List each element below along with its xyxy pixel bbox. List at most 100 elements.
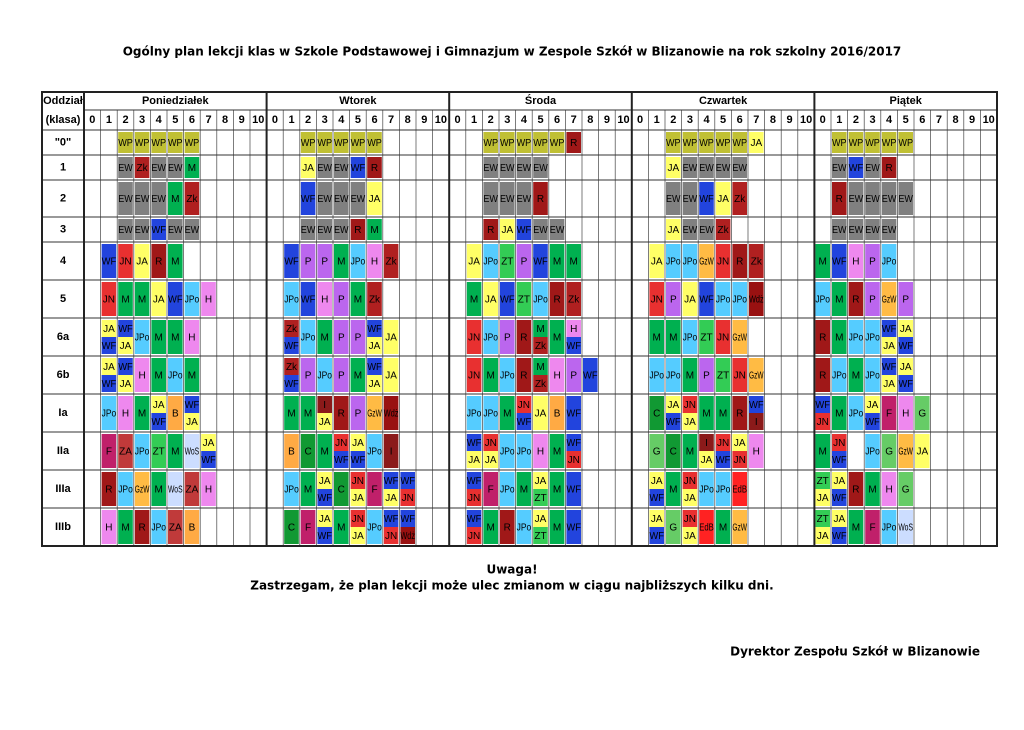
lesson-cell [500, 510, 515, 544]
lesson-cell [898, 182, 913, 215]
period-number: 10 [983, 114, 995, 126]
lesson-cell [500, 132, 515, 153]
lesson-cell [516, 244, 532, 278]
lesson-code: JPo [118, 485, 133, 496]
lesson-code: JA [120, 379, 132, 390]
lesson-cell [466, 472, 482, 489]
lesson-cell [367, 282, 382, 316]
lesson-cell [317, 472, 332, 489]
lesson-cell [715, 434, 731, 451]
lesson-code: WP [367, 138, 382, 149]
lesson-code: ZT [501, 257, 513, 268]
lesson-cell [300, 132, 316, 153]
lesson-code: M [669, 333, 677, 344]
lesson-cell [350, 451, 366, 468]
lesson-code: H [122, 409, 129, 420]
lesson-code: WF [102, 379, 117, 390]
lesson-code: EW [882, 225, 897, 236]
lesson-cell [500, 282, 515, 316]
lesson-code: GzW [749, 371, 764, 382]
lesson-code: H [371, 257, 378, 268]
lesson-cell [350, 320, 366, 354]
lesson-cell [168, 157, 183, 178]
lesson-cell [383, 320, 399, 354]
lesson-cell [898, 132, 913, 153]
lesson-cell [367, 337, 382, 354]
lesson-code: WP [732, 138, 747, 149]
lesson-cell [848, 244, 864, 278]
lesson-code: WF [284, 379, 299, 390]
lesson-code: EW [666, 194, 681, 205]
note: Uwaga! [486, 563, 537, 577]
lesson-cell [151, 282, 166, 316]
period-number: 3 [139, 114, 145, 126]
lesson-code: WP [716, 138, 731, 149]
lesson-cell [300, 157, 316, 178]
lesson-cell [101, 472, 117, 506]
lesson-code: JPo [500, 485, 515, 496]
lesson-code: R [155, 257, 162, 268]
lesson-code: M [487, 371, 495, 382]
lesson-cell [134, 182, 150, 215]
lesson-cell [533, 358, 548, 375]
lesson-code: M [536, 324, 544, 335]
lesson-cell [400, 527, 415, 544]
lesson-code: JPo [699, 485, 714, 496]
lesson-code: EW [849, 225, 864, 236]
lesson-code: JPo [351, 257, 366, 268]
lesson-code: Zk [286, 362, 298, 373]
lesson-code: Zk [535, 379, 547, 390]
lesson-cell [549, 358, 565, 392]
lesson-code: JA [385, 493, 397, 504]
lesson-code: JN [684, 514, 696, 525]
row-label: 1 [60, 161, 66, 173]
lesson-code: JPo [865, 371, 880, 382]
lesson-cell [732, 472, 747, 506]
lesson-code: JN [485, 438, 497, 449]
lesson-cell [317, 282, 332, 316]
lesson-code: M [702, 409, 710, 420]
lesson-code: JA [485, 455, 497, 466]
lesson-code: P [504, 333, 511, 344]
lesson-cell [134, 244, 150, 278]
lesson-code: R [736, 257, 743, 268]
day-name: Czwartek [699, 95, 748, 107]
lesson-code: C [338, 485, 345, 496]
lesson-cell [483, 434, 498, 451]
lesson-cell [715, 396, 731, 430]
lesson-cell [151, 358, 166, 392]
lesson-code: M [653, 333, 661, 344]
lesson-code: R [553, 295, 560, 306]
lesson-code: EW [334, 194, 349, 205]
lesson-code: P [355, 333, 362, 344]
lesson-code: F [371, 485, 377, 496]
lesson-cell [682, 320, 698, 354]
lesson-code: M [337, 257, 345, 268]
row-label: 2 [60, 192, 66, 204]
lesson-code: JA [651, 514, 663, 525]
lesson-cell [898, 337, 913, 354]
lesson-cell [134, 157, 150, 178]
lesson-cell [284, 358, 299, 375]
lesson-cell [749, 244, 764, 278]
lesson-cell [151, 157, 166, 178]
lesson-code: JA [667, 163, 679, 174]
lesson-code: JA [651, 257, 663, 268]
lesson-code: M [719, 409, 727, 420]
row-label: 6b [57, 369, 70, 381]
lesson-code: WF [467, 438, 482, 449]
lesson-code: R [819, 371, 826, 382]
lesson-code: M [121, 523, 129, 534]
lesson-cell [666, 396, 681, 413]
lesson-code: P [338, 333, 345, 344]
lesson-code: JPo [649, 371, 664, 382]
lesson-cell [881, 358, 897, 375]
lesson-code: M [171, 333, 179, 344]
lesson-cell [699, 244, 714, 278]
lesson-cell [699, 451, 714, 468]
lesson-cell [815, 472, 830, 489]
lesson-cell [666, 320, 681, 354]
lesson-code: M [835, 295, 843, 306]
lesson-cell [134, 472, 150, 506]
lesson-code: JN [468, 493, 480, 504]
